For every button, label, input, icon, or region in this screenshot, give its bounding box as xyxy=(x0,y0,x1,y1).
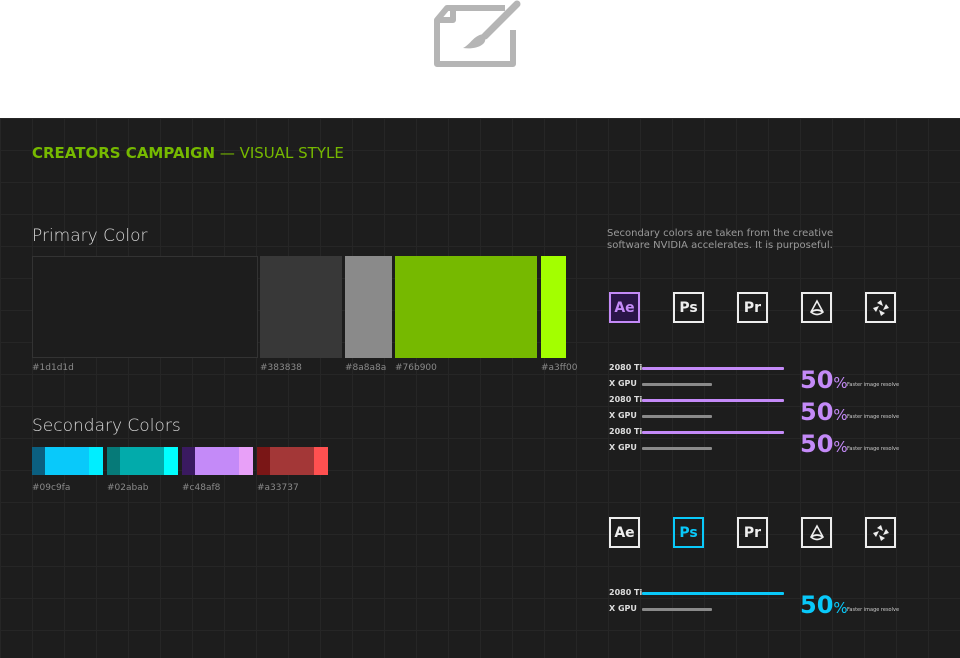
gpu-label: 2080 Ti xyxy=(609,395,643,404)
percent-value: 50% xyxy=(800,432,848,456)
swatch-hex-label: #a33737 xyxy=(257,483,299,493)
app-icon-shutter[interactable] xyxy=(865,292,896,323)
bar-xgpu xyxy=(642,383,712,386)
swatch-shade xyxy=(45,447,89,475)
bar-xgpu xyxy=(642,608,712,611)
secondary-swatch xyxy=(257,447,328,475)
secondary-description: Secondary colors are taken from the crea… xyxy=(607,228,834,251)
app-icon-Ps[interactable]: Ps xyxy=(673,517,704,548)
swatch-hex-label: #02abab xyxy=(107,483,149,493)
swatch-shade xyxy=(164,447,178,475)
primary-heading: Primary Color xyxy=(32,226,148,246)
swatch-shade xyxy=(270,447,314,475)
shutter-icon xyxy=(872,524,889,541)
swatch-hex-label: #8a8a8a xyxy=(345,363,387,373)
swatch-hex-label: #383838 xyxy=(260,363,302,373)
percent-unit: % xyxy=(833,406,848,424)
app-icon-cone[interactable] xyxy=(801,292,832,323)
gpu-label: X GPU xyxy=(609,604,637,613)
percent-number: 50 xyxy=(800,430,834,458)
style-guide-panel: CREATORS CAMPAIGN — VISUAL STYLE Primary… xyxy=(0,118,960,658)
primary-swatch xyxy=(345,256,392,358)
secondary-swatch xyxy=(32,447,103,475)
percent-number: 50 xyxy=(800,591,834,619)
gpu-label: X GPU xyxy=(609,411,637,420)
swatch-shade xyxy=(257,447,270,475)
paint-brush-canvas-icon xyxy=(434,0,521,67)
swatch-shade xyxy=(314,447,328,475)
primary-swatch xyxy=(395,256,537,358)
swatch-hex-label: #1d1d1d xyxy=(32,363,74,373)
percent-number: 50 xyxy=(800,366,834,394)
bar-2080ti xyxy=(642,399,784,402)
percent-unit: % xyxy=(833,599,848,617)
secondary-heading: Secondary Colors xyxy=(32,416,181,436)
swatch-shade xyxy=(32,447,45,475)
primary-swatch xyxy=(541,256,566,358)
percent-note: Faster image resolve xyxy=(847,414,900,420)
primary-swatch xyxy=(32,256,258,358)
percent-note: Faster image resolve xyxy=(847,446,900,452)
bar-2080ti xyxy=(642,431,784,434)
app-icon-Ae[interactable]: Ae xyxy=(609,517,640,548)
bar-2080ti xyxy=(642,367,784,370)
swatch-shade xyxy=(120,447,164,475)
gpu-label: X GPU xyxy=(609,443,637,452)
gpu-label: 2080 Ti xyxy=(609,588,643,597)
swatch-hex-label: #c48af8 xyxy=(182,483,221,493)
percent-number: 50 xyxy=(800,398,834,426)
swatch-hex-label: #76b900 xyxy=(395,363,437,373)
cone-icon xyxy=(809,523,824,540)
swatch-shade xyxy=(182,447,195,475)
gpu-label: X GPU xyxy=(609,379,637,388)
app-icon-Pr[interactable]: Pr xyxy=(737,517,768,548)
app-icon-Ps[interactable]: Ps xyxy=(673,292,704,323)
secondary-swatch xyxy=(182,447,253,475)
app-icon-Pr[interactable]: Pr xyxy=(737,292,768,323)
swatch-shade xyxy=(239,447,253,475)
bar-xgpu xyxy=(642,447,712,450)
shutter-icon xyxy=(872,299,889,316)
percent-value: 50% xyxy=(800,368,848,392)
app-icon-shutter[interactable] xyxy=(865,517,896,548)
primary-swatch xyxy=(260,256,342,358)
gpu-label: 2080 Ti xyxy=(609,427,643,436)
bar-2080ti xyxy=(642,592,784,595)
secondary-swatch xyxy=(107,447,178,475)
percent-value: 50% xyxy=(800,593,848,617)
cone-icon xyxy=(809,298,824,315)
app-icon-cone[interactable] xyxy=(801,517,832,548)
bar-xgpu xyxy=(642,415,712,418)
percent-unit: % xyxy=(833,374,848,392)
percent-note: Faster image resolve xyxy=(847,382,900,388)
swatch-shade xyxy=(89,447,103,475)
app-icon-Ae[interactable]: Ae xyxy=(609,292,640,323)
swatch-hex-label: #09c9fa xyxy=(32,483,71,493)
swatch-shade xyxy=(195,447,239,475)
percent-note: Faster image resolve xyxy=(847,607,900,613)
gpu-label: 2080 Ti xyxy=(609,363,643,372)
percent-value: 50% xyxy=(800,400,848,424)
swatch-shade xyxy=(107,447,120,475)
page-title: CREATORS CAMPAIGN — VISUAL STYLE xyxy=(32,144,344,162)
percent-unit: % xyxy=(833,438,848,456)
swatch-hex-label: #a3ff00 xyxy=(541,363,578,373)
